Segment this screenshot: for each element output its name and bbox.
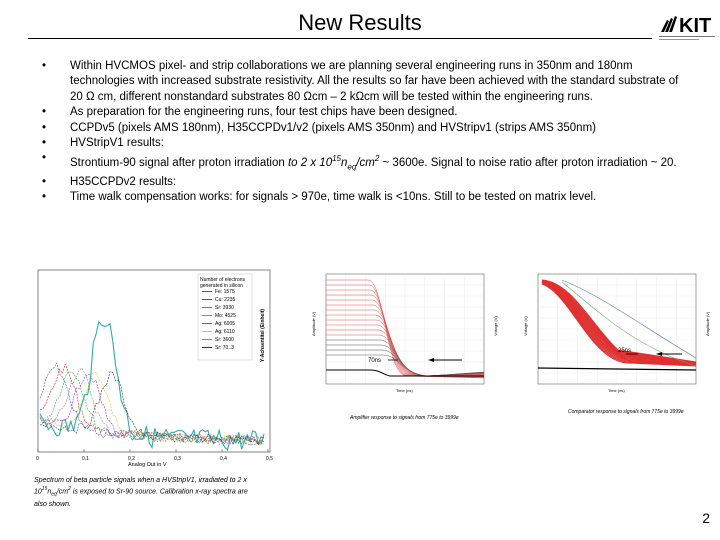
bullet-text: /cm <box>356 157 375 170</box>
spectrum-series-line <box>39 371 265 446</box>
amplifier-marker-label: 70ns <box>368 358 381 364</box>
amplifier-figure: 70ns Amplitude (V) Voltage (V) Time (ns) <box>310 266 502 396</box>
legend-title: Number of electrons <box>200 277 246 283</box>
page-number: 2 <box>702 510 710 526</box>
bullet-item: Strontium-90 signal after proton irradia… <box>30 151 694 175</box>
spectrum-figure: 0 0,1 0,2 0,3 0,4 0,5 Number of electrons gen… <box>28 262 280 470</box>
legend-entry: Sr: 70..3 <box>215 345 234 351</box>
spectrum-ylabel: Y-Achsentitel (Einheit) <box>260 309 266 362</box>
legend-entry: Fe: 1575 <box>215 289 235 295</box>
kit-logo: KIT <box>657 10 717 44</box>
caption-superscript: 2 <box>68 486 71 492</box>
logo-text: KIT <box>679 15 711 37</box>
spectrum-series-line <box>39 371 265 446</box>
comparator-xlabel: Time (ns) <box>608 388 625 393</box>
bullet-superscript: 15 <box>332 154 342 164</box>
spectrum-x-tick: 0,5 <box>266 456 273 462</box>
comparator-ylabel-right: Amplitude (V) <box>705 311 710 336</box>
spectrum-x-tick: 0,2 <box>128 456 135 462</box>
amplifier-plot: 70ns Amplitude (V) Voltage (V) Time (ns) <box>311 273 498 393</box>
caption-text: 10 <box>34 488 42 496</box>
bullet-item: CCPDv5 (pixels AMS 180nm), H35CCPDv1/v2 … <box>30 121 694 137</box>
spectrum-series-line <box>39 367 265 445</box>
legend-entry: Ag: 6110 <box>215 329 235 335</box>
bullet-subscript: eq <box>347 162 357 172</box>
bullet-item: Within HVCMOS pixel- and strip collabora… <box>30 59 694 105</box>
bullet-list: Within HVCMOS pixel- and strip collabora… <box>30 59 694 206</box>
comparator-plot: 25ns Voltage (V) Amplitude (V) Time (ns) <box>523 273 710 393</box>
spectrum-plot: 0 0,1 0,2 0,3 0,4 0,5 Number of electrons gen… <box>36 269 273 468</box>
legend-entry: Ag: 6005 <box>215 321 235 327</box>
spectrum-xlabel: Analog Out in V <box>128 462 167 468</box>
bullet-item: As preparation for the engineering runs,… <box>30 105 694 121</box>
amplifier-xlabel: Time (ns) <box>396 388 413 393</box>
comparator-curve <box>561 281 697 367</box>
spectrum-x-tick: 0 <box>36 456 39 462</box>
spectrum-series-line <box>39 371 265 445</box>
legend-entry: Sr: 3930 <box>215 305 234 311</box>
caption-text: also shown. <box>34 500 71 508</box>
bullet-item: Time walk compensation works: for signal… <box>30 190 694 206</box>
comparator-marker-label: 25ns <box>618 348 631 354</box>
legend-title: generated in silicon <box>200 283 243 289</box>
caption-text: n <box>47 488 52 496</box>
comparator-curve <box>561 279 697 359</box>
amplifier-curve <box>326 369 484 377</box>
comparator-curve <box>537 367 697 371</box>
slide-title: New Results <box>298 10 422 35</box>
spectrum-x-tick: 0,1 <box>82 456 89 462</box>
amplifier-caption: Amplifier response to signals from 775e … <box>350 415 459 421</box>
spectrum-x-tick: 0,4 <box>220 456 227 462</box>
comparator-ylabel-left: Voltage (V) <box>523 316 528 336</box>
comparator-figure: 25ns Voltage (V) Amplitude (V) Time (ns) <box>522 266 714 396</box>
bullet-item: HVStripV1 results: <box>30 136 694 152</box>
spectrum-caption: Spectrum of beta particle signals when a… <box>34 476 284 509</box>
comparator-caption: Comparator response to signals from 775e… <box>568 409 684 415</box>
bullet-text: to 2 x 10 <box>287 157 333 170</box>
caption-subscript: eq <box>51 491 57 498</box>
legend-entry: Cu: 2235 <box>215 297 236 303</box>
bullet-text: Strontium-90 signal after proton irradia… <box>70 157 288 170</box>
spectrum-x-tick: 0,3 <box>174 456 181 462</box>
comparator-curve <box>541 283 697 367</box>
spectrum-series-line <box>39 320 265 451</box>
bullet-item: H35CCPDv2 results: <box>30 175 694 191</box>
spectrum-series-line <box>39 374 265 445</box>
caption-superscript: 15 <box>41 486 48 492</box>
amplifier-ylabel-right: Voltage (V) <box>493 316 498 336</box>
legend-entry: Sr: 3600 <box>215 337 234 343</box>
title-divider <box>28 38 652 39</box>
bullet-superscript: 2 <box>374 154 380 164</box>
bullet-text: n <box>341 157 348 170</box>
caption-text: is exposed to Sr-90 source. Calibration … <box>70 488 248 496</box>
bullet-text: ~ 3600e. Signal to noise ratio after pro… <box>379 157 677 170</box>
caption-text: /cm <box>56 488 69 496</box>
caption-text: Spectrum of beta particle signals when a… <box>34 477 247 484</box>
legend-entry: Mo: 4525 <box>215 313 236 319</box>
amplifier-ylabel-left: Amplitude (V) <box>311 311 316 336</box>
